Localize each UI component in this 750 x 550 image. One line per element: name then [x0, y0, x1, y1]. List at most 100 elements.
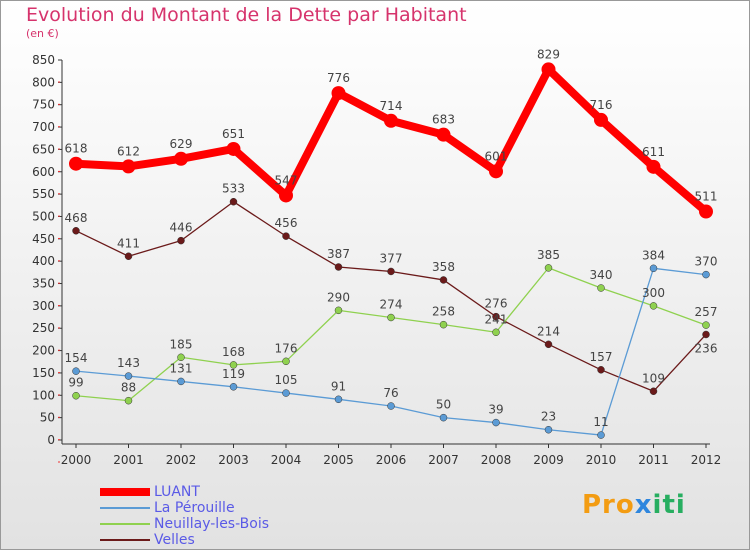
legend-item: Neuillay-les-Bois — [100, 516, 269, 532]
data-label: 468 — [65, 211, 88, 225]
data-label: 88 — [121, 381, 136, 395]
x-tick-label: 2004 — [271, 453, 302, 467]
data-point — [439, 320, 448, 329]
data-point — [334, 306, 343, 315]
legend-label: Neuillay-les-Bois — [154, 516, 270, 532]
data-point — [124, 396, 133, 405]
x-tick-label: 2008 — [481, 453, 512, 467]
y-tick-label: 600 — [32, 165, 55, 179]
chart-title: Evolution du Montant de la Dette par Hab… — [26, 4, 467, 26]
legend-swatch — [100, 539, 150, 541]
y-tick-label: 800 — [32, 75, 55, 89]
data-label: 50 — [436, 398, 451, 412]
data-label: 11 — [593, 415, 608, 429]
data-label: 168 — [222, 345, 245, 359]
data-point — [229, 197, 238, 206]
legend-swatch — [100, 523, 150, 525]
data-label: 154 — [65, 351, 88, 365]
y-tick-label: 850 — [32, 53, 55, 67]
data-label: 131 — [170, 361, 193, 375]
data-label: 300 — [642, 286, 665, 300]
data-point — [702, 321, 710, 329]
data-label: 385 — [537, 248, 560, 262]
x-tick-label: 2000 — [61, 453, 92, 467]
x-tick-label: 2009 — [533, 453, 564, 467]
y-tick-label: 450 — [32, 232, 55, 246]
data-label: 143 — [117, 356, 140, 370]
x-tick-label: 2003 — [218, 453, 249, 467]
y-tick-label: 550 — [32, 187, 55, 201]
legend-item: La Pérouille — [100, 500, 235, 516]
data-label: 241 — [485, 312, 508, 326]
data-point — [282, 232, 290, 240]
data-label: 105 — [275, 373, 298, 387]
x-tick-label: 2005 — [323, 453, 354, 467]
data-label: 547 — [275, 173, 298, 187]
data-point — [72, 391, 80, 400]
data-point — [649, 264, 658, 273]
data-label: 618 — [65, 142, 88, 156]
data-label: 776 — [327, 71, 350, 85]
data-point — [282, 389, 290, 397]
data-label: 370 — [695, 255, 718, 269]
data-label: 23 — [541, 410, 556, 424]
data-label: 611 — [642, 145, 665, 159]
data-point — [72, 367, 80, 375]
x-tick-label: 2012 — [691, 453, 722, 467]
data-point — [72, 227, 80, 235]
data-point — [334, 395, 343, 404]
data-label: 236 — [695, 341, 718, 355]
legend-label: La Pérouille — [154, 500, 235, 516]
data-point — [229, 383, 238, 391]
data-label: 290 — [327, 290, 350, 304]
data-point — [69, 156, 83, 171]
data-label: 387 — [327, 247, 350, 261]
x-tick-label: 2002 — [166, 453, 197, 467]
y-tick-label: 200 — [32, 344, 55, 358]
data-point — [282, 357, 290, 366]
data-label: 384 — [642, 248, 665, 262]
x-tick-label: 2011 — [638, 453, 669, 467]
data-point — [544, 425, 553, 434]
y-tick-label: 50 — [40, 411, 55, 425]
x-tick-label: 2006 — [376, 453, 407, 467]
data-point — [331, 86, 346, 101]
data-label: 76 — [383, 386, 398, 400]
y-tick-label: 400 — [32, 254, 55, 268]
data-point — [649, 302, 658, 310]
data-label: 651 — [222, 127, 245, 141]
y-tick-label: 250 — [32, 321, 55, 335]
data-label: 39 — [488, 403, 503, 417]
data-point — [699, 204, 713, 219]
data-label: 377 — [380, 251, 403, 265]
data-point — [226, 141, 241, 156]
data-label: 157 — [590, 350, 613, 364]
data-point — [177, 377, 185, 386]
legend-swatch — [100, 507, 150, 509]
data-point — [492, 328, 500, 337]
data-label: 683 — [432, 113, 455, 127]
data-point — [492, 418, 500, 427]
y-tick-label: 0 — [47, 433, 55, 447]
data-label: 411 — [117, 236, 140, 250]
y-tick-label: 650 — [32, 142, 55, 156]
data-point — [541, 62, 556, 77]
data-label: 274 — [380, 298, 403, 312]
legend-item: Velles — [100, 532, 195, 548]
data-point — [544, 264, 553, 272]
data-point — [646, 159, 661, 174]
data-point — [124, 252, 133, 261]
data-point — [177, 236, 185, 245]
data-point — [492, 312, 500, 321]
data-label: 276 — [485, 297, 508, 311]
y-tick-label: 750 — [32, 98, 55, 112]
data-point — [387, 267, 395, 276]
y-tick-label: 300 — [32, 299, 55, 313]
data-point — [594, 112, 608, 127]
data-point — [544, 340, 553, 349]
data-point — [649, 387, 658, 396]
data-label: 214 — [537, 324, 560, 338]
data-label: 629 — [170, 137, 193, 151]
data-point — [597, 366, 605, 374]
